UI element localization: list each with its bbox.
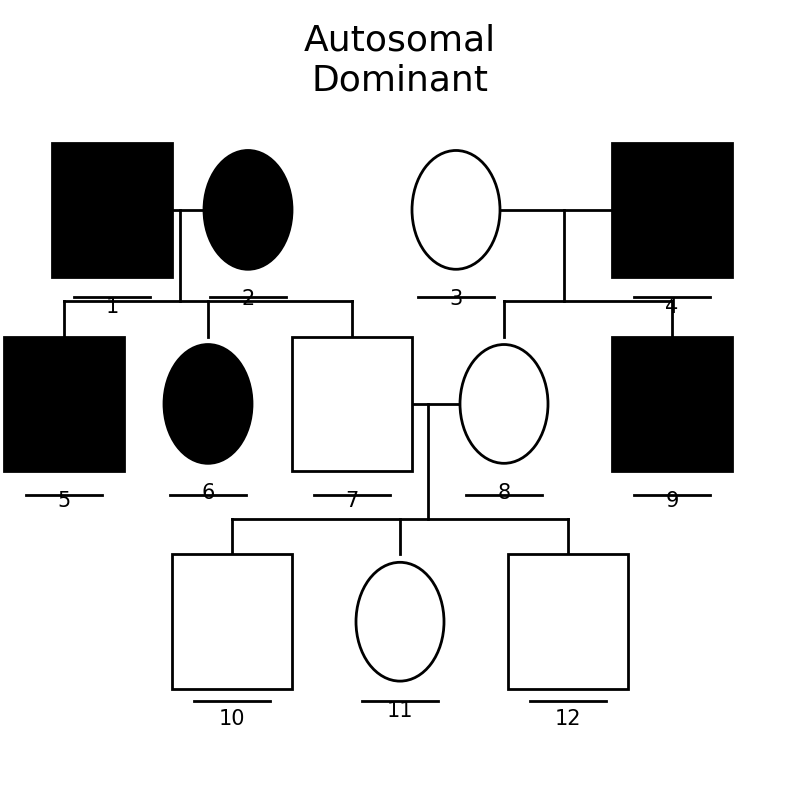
Bar — [612, 337, 732, 471]
Text: 8: 8 — [498, 483, 510, 503]
Ellipse shape — [412, 150, 500, 269]
Ellipse shape — [356, 562, 444, 681]
Text: Autosomal
Dominant: Autosomal Dominant — [304, 24, 496, 97]
Text: 10: 10 — [218, 709, 246, 729]
Bar — [52, 143, 172, 277]
Bar — [292, 337, 412, 471]
Ellipse shape — [460, 345, 548, 463]
Text: 5: 5 — [58, 491, 70, 511]
Text: 9: 9 — [666, 491, 678, 511]
Text: 11: 11 — [386, 701, 414, 721]
Text: 12: 12 — [554, 709, 582, 729]
Ellipse shape — [204, 150, 292, 269]
Bar — [172, 554, 292, 689]
Bar — [612, 143, 732, 277]
Text: 4: 4 — [666, 297, 678, 317]
Ellipse shape — [164, 345, 252, 463]
Text: 6: 6 — [202, 483, 214, 503]
Text: 3: 3 — [450, 289, 462, 309]
Bar — [4, 337, 124, 471]
Bar — [508, 554, 628, 689]
Text: 7: 7 — [346, 491, 358, 511]
Text: 2: 2 — [242, 289, 254, 309]
Text: 1: 1 — [106, 297, 118, 317]
